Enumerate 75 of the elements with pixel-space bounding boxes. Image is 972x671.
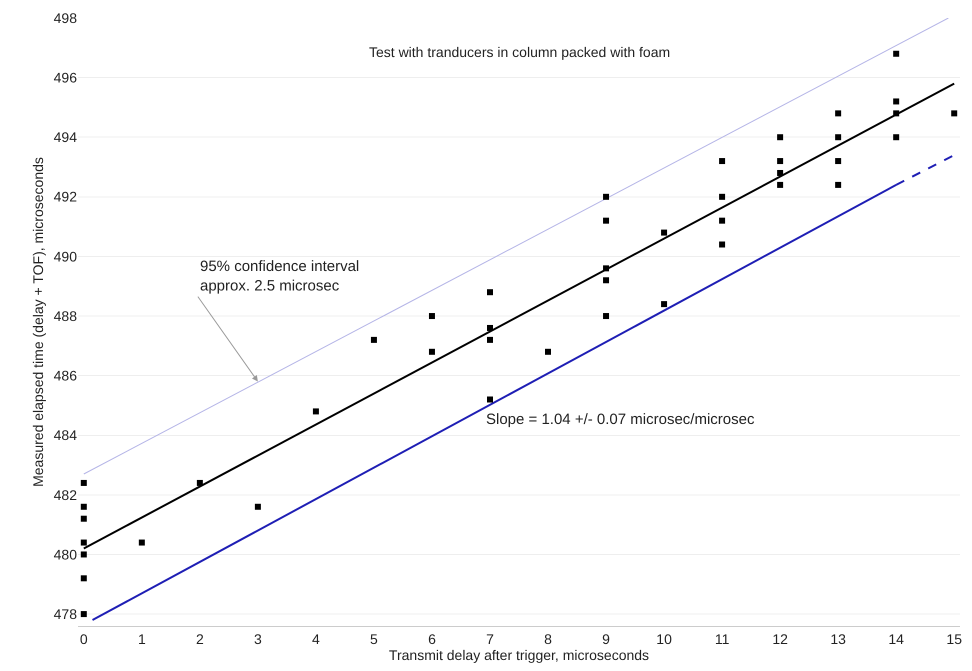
x-tick-label: 1 [138,630,146,647]
y-tick-label: 488 [54,308,78,324]
point [719,158,726,164]
point [603,313,610,320]
point [893,98,900,104]
point [80,516,87,522]
point [486,336,493,343]
point [80,504,87,510]
x-tick-label: 7 [486,630,494,647]
point [80,611,87,618]
point [719,194,726,200]
point [661,301,668,308]
point [777,158,784,164]
y-tick-label: 482 [54,486,78,503]
x-tick-label: 12 [772,630,788,647]
y-tick-label: 496 [54,70,78,86]
point [428,348,435,355]
x-tick-label: 0 [80,630,88,647]
point [312,408,319,414]
x-tick-label: 5 [370,630,378,647]
annotation: 95% confidence interval approx. 2.5 microsec [200,258,360,294]
point [486,289,493,296]
y-tick-label: 478 [54,606,78,622]
point [835,110,842,116]
point [893,110,900,116]
point [370,336,377,343]
point [80,480,87,486]
point [80,551,87,558]
y-axis-title: Measured elapsed time (delay + TOF), microseconds [30,157,46,487]
point [138,540,145,546]
point [80,540,87,546]
point [603,194,610,200]
y-tick-label: 484 [54,427,78,444]
x-tick-label: 3 [254,630,262,647]
x-tick-label: 15 [946,630,962,647]
x-tick-label: 14 [888,630,904,647]
point [428,313,435,320]
y-tick-label: 494 [54,129,78,146]
x-tick-label: 11 [714,630,730,647]
point [603,277,610,284]
point [835,182,842,188]
point [545,348,552,355]
x-tick-label: 10 [656,630,672,647]
x-tick-label: 2 [196,630,204,647]
point [835,158,842,164]
y-tick-label: 486 [54,368,78,384]
y-tick-label: 490 [54,248,78,264]
point [254,504,261,510]
y-tick-label: 498 [54,10,78,26]
y-tick-label: 480 [54,546,78,562]
point [893,134,900,140]
point [835,134,842,140]
x-tick-label: 9 [602,630,610,647]
point [893,50,900,57]
point [196,480,203,486]
point [719,242,726,248]
text: Test with tranducers in column packed with foam [369,44,670,60]
x-axis-title: Transmit delay after trigger, microseconds [388,646,650,663]
point [661,230,668,236]
point [603,265,610,272]
point [603,218,610,224]
point [777,134,784,140]
x-tick-label: 4 [312,630,320,647]
point [777,182,784,188]
annotation: Slope = 1.04 +/- 0.07 microsec/microsec [486,411,755,428]
y-tick-label: 492 [54,188,78,205]
point [951,110,958,116]
point [719,218,726,224]
point [80,575,87,582]
point [777,170,784,176]
x-tick-label: 13 [830,630,846,647]
point [486,324,493,331]
point [486,396,493,402]
x-tick-label: 6 [428,630,436,647]
x-tick-label: 8 [544,630,552,647]
